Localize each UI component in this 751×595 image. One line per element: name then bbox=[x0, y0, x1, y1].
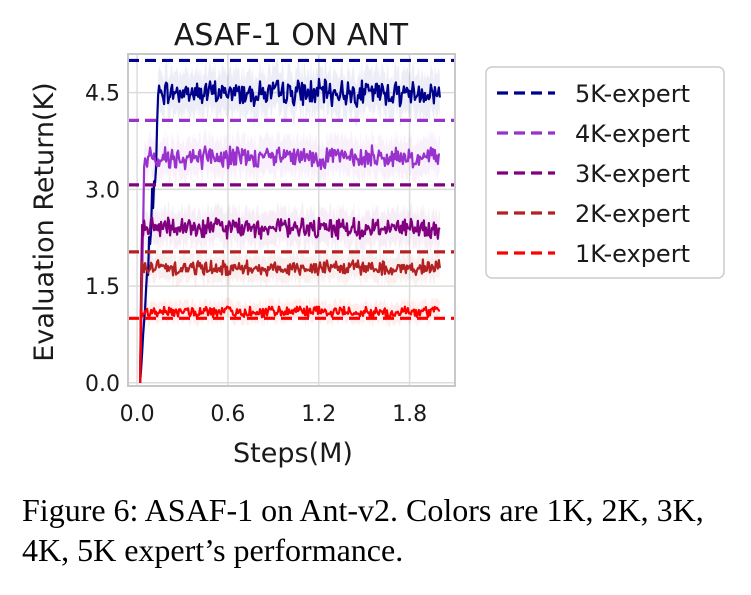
chart: ASAF-1 ON ANT 0.0 0.6 1.2 1.8 0.01.53.04.5 … bbox=[29, 18, 725, 469]
y-tick-label: 4.5 bbox=[85, 82, 120, 107]
series-band bbox=[140, 200, 440, 383]
legend: 5K-expert 4K-expert 3K-expert 2K-expert 1K-e… bbox=[485, 66, 725, 279]
legend-label: 2K-expert bbox=[575, 200, 690, 228]
series-line bbox=[139, 77, 441, 383]
y-tick-label: 1.5 bbox=[85, 275, 120, 300]
expert-reference-lines bbox=[128, 58, 455, 320]
legend-label: 4K-expert bbox=[575, 120, 690, 148]
legend-frame bbox=[485, 66, 725, 279]
legend-label: 1K-expert bbox=[575, 240, 690, 268]
series-band bbox=[140, 246, 440, 383]
y-axis-label: Evaluation Return(K) bbox=[29, 82, 60, 361]
y-tick-label: 3.0 bbox=[85, 178, 120, 203]
x-tick-label: 1.8 bbox=[392, 402, 427, 427]
series-line bbox=[139, 258, 441, 383]
x-axis-ticks: 0.0 0.6 1.2 1.8 bbox=[120, 402, 428, 427]
series-line bbox=[139, 216, 441, 383]
legend-label: 5K-expert bbox=[575, 80, 690, 108]
x-tick-label: 0.6 bbox=[210, 402, 245, 427]
x-tick-label: 1.2 bbox=[301, 402, 336, 427]
legend-label: 3K-expert bbox=[575, 160, 690, 188]
y-axis-ticks: 0.0 1.5 3.0 4.5 bbox=[85, 82, 120, 397]
x-tick-label: 0.0 bbox=[120, 402, 155, 427]
y-tick-label: 0.0 bbox=[85, 372, 120, 397]
x-axis-label: Steps(M) bbox=[233, 438, 353, 469]
plot-frame bbox=[127, 53, 456, 387]
figure-caption: Figure 6: ASAF-1 on Ant-v2. Colors are 1… bbox=[22, 492, 704, 568]
series-lines bbox=[139, 77, 441, 383]
series-line bbox=[139, 144, 441, 383]
chart-title: ASAF-1 ON ANT bbox=[174, 18, 409, 53]
